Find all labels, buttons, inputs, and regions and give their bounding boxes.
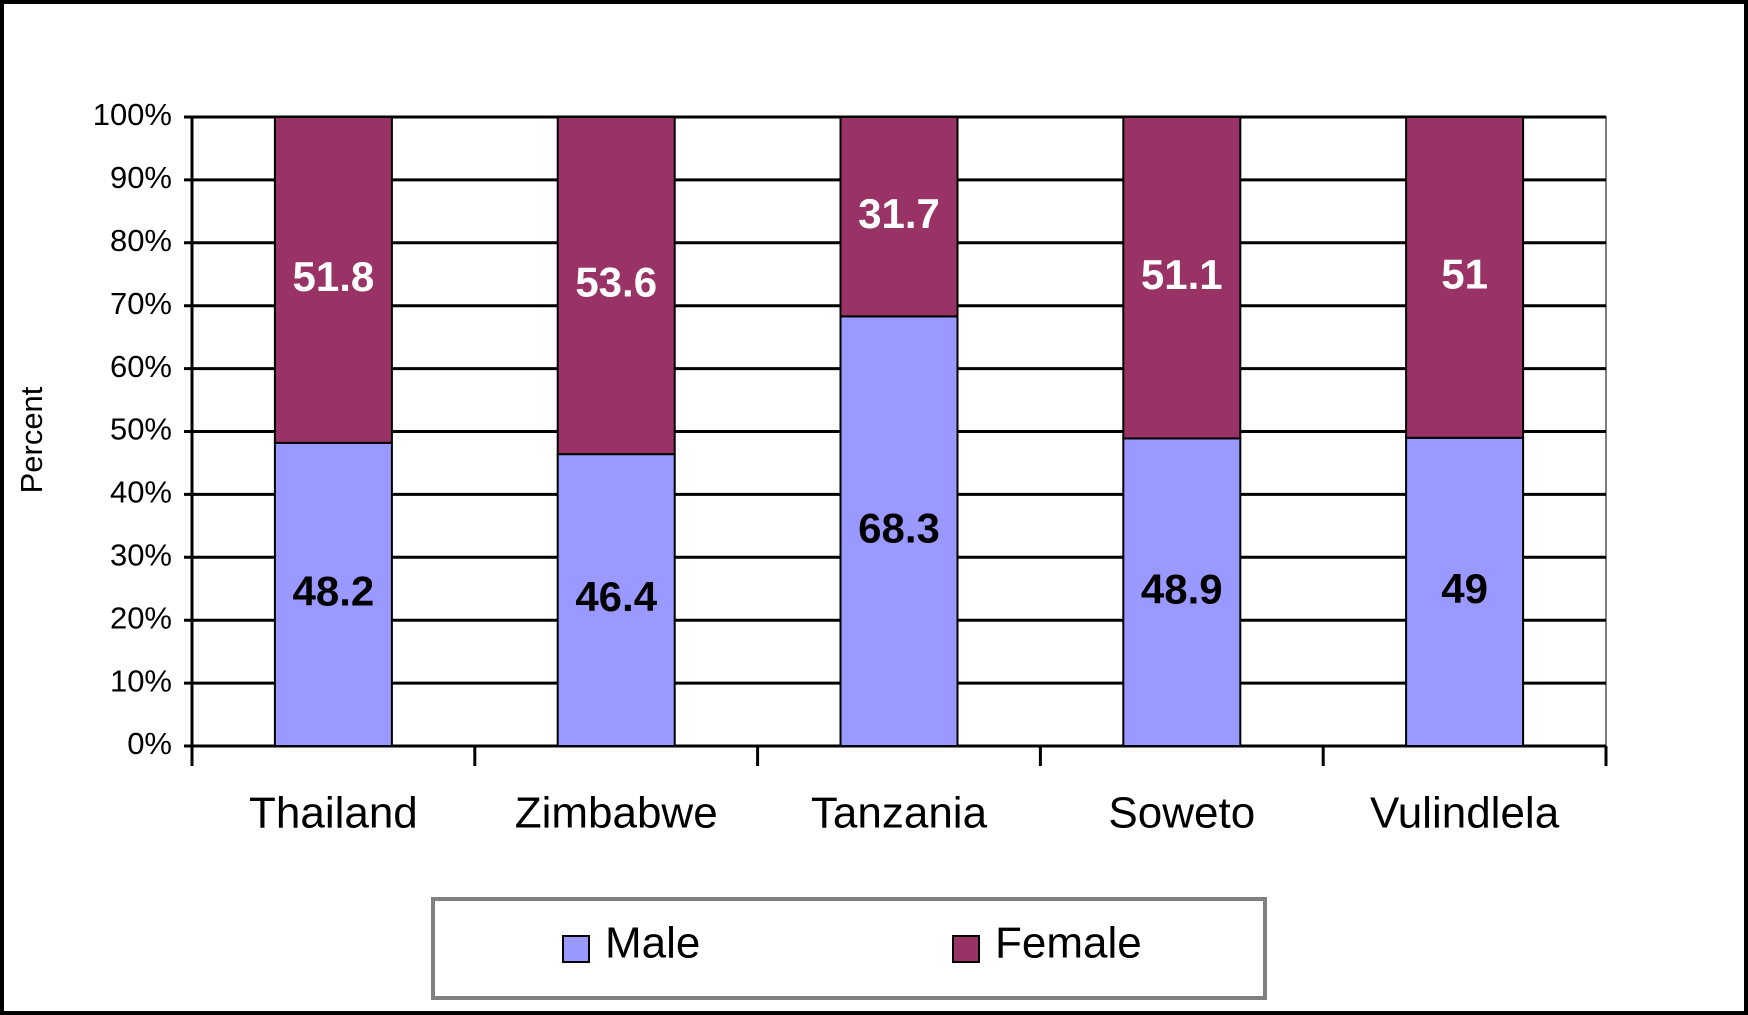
y-tick-label: 90%	[110, 160, 172, 195]
y-tick-label: 40%	[110, 475, 172, 510]
bar-segment	[1405, 436, 1525, 747]
data-label: 51.8	[293, 253, 375, 300]
y-tick-label: 70%	[110, 286, 172, 321]
y-tick-label: 30%	[110, 537, 172, 572]
x-tick-label: Soweto	[1108, 789, 1255, 838]
legend-swatch	[952, 935, 980, 963]
y-tick-label: 10%	[110, 663, 172, 698]
bar-segment	[839, 116, 959, 318]
bar-segment	[1405, 116, 1525, 439]
y-tick-label: 0%	[127, 726, 172, 761]
x-tick-label: Zimbabwe	[515, 789, 718, 838]
x-tick-label: Vulindlela	[1370, 789, 1560, 838]
bar-segment	[273, 116, 393, 444]
legend-swatch	[562, 935, 590, 963]
y-tick-label: 80%	[110, 223, 172, 258]
bar-segment	[273, 441, 393, 747]
data-label: 51.1	[1141, 251, 1223, 298]
bar-segment	[556, 116, 676, 456]
bar-segment	[839, 315, 959, 747]
y-tick-label: 100%	[93, 97, 172, 132]
x-tick-label: Thailand	[249, 789, 418, 838]
legend-label: Male	[605, 919, 700, 968]
data-label: 51	[1441, 250, 1488, 297]
data-label: 46.4	[575, 573, 657, 620]
data-label: 48.2	[293, 568, 375, 615]
y-tick-label: 50%	[110, 412, 172, 447]
legend-label: Female	[995, 919, 1142, 968]
y-axis-label: Percent	[14, 386, 49, 493]
y-tick-label: 60%	[110, 349, 172, 384]
y-tick-label: 20%	[110, 600, 172, 635]
data-label: 31.7	[858, 190, 940, 237]
bar-segment	[1122, 437, 1242, 747]
bar-segment	[556, 453, 676, 747]
x-tick-label: Tanzania	[811, 789, 988, 838]
data-label: 48.9	[1141, 565, 1223, 612]
data-label: 68.3	[858, 504, 940, 551]
bar-segment	[1122, 116, 1242, 440]
data-label: 53.6	[575, 259, 657, 306]
data-label: 49	[1441, 565, 1488, 612]
